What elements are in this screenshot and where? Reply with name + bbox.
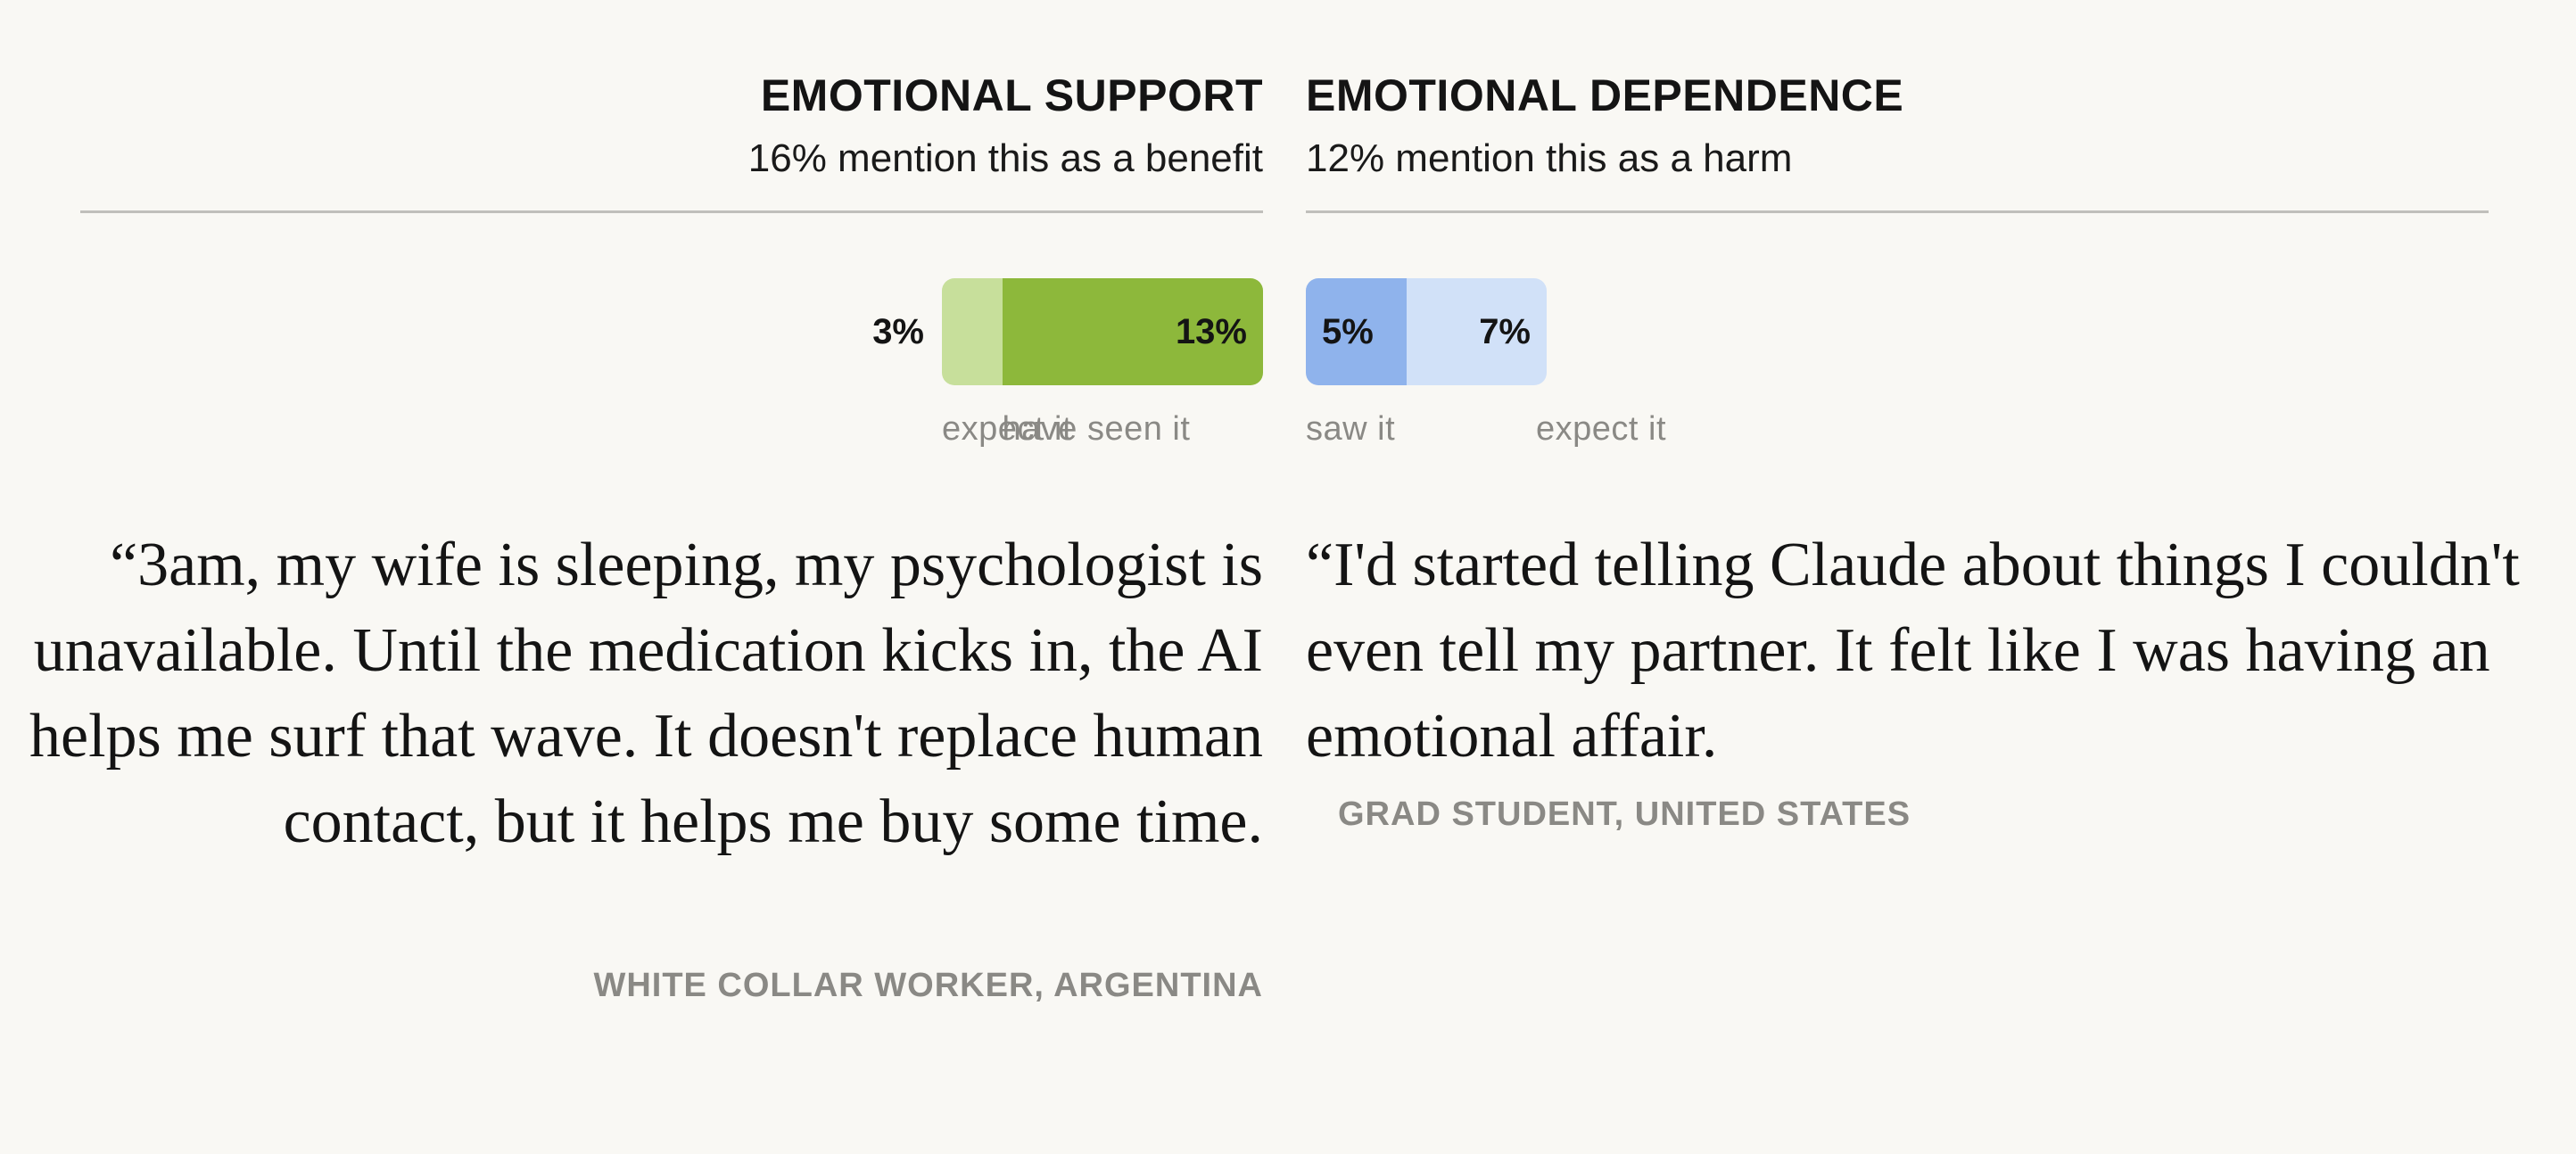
divider [80,210,1263,213]
panel-title: EMOTIONAL DEPENDENCE [1306,70,1904,120]
panel-subtitle: 12% mention this as a harm [1306,136,1793,180]
divider [1306,210,2489,213]
quote-attribution: GRAD STUDENT, UNITED STATES [1338,795,1911,833]
panel-subtitle: 16% mention this as a benefit [747,136,1263,180]
bar-segment-expect-it [942,278,1003,385]
bar-category-label: saw it [1306,410,1396,448]
bar-segment-have-seen-it [1002,278,1263,385]
panel-title: EMOTIONAL SUPPORT [760,70,1263,120]
bar-value-label: 13% [1175,312,1247,351]
bar-value-label: 3% [872,312,924,351]
bar-category-label: expect it [1536,410,1667,448]
bar-segment-saw-it [1306,278,1407,385]
quote-text: “3am, my wife is sleeping, my psychologi… [29,531,1263,856]
bar-category-label: expect it [942,410,1073,448]
stacked-bar: 3% 13% [0,278,1263,385]
bar-value-label: 5% [1322,312,1374,351]
bar-value-label: 7% [1479,312,1531,351]
quote-attribution: WHITE COLLAR WORKER, ARGENTINA [593,967,1263,1004]
quote-text: “I'd started telling Claude about things… [1306,531,2520,771]
bar-segment-expect-it [1406,278,1547,385]
bar-category-label: have seen it [1002,410,1191,448]
stacked-bar: 5% 7% [1306,278,2576,385]
